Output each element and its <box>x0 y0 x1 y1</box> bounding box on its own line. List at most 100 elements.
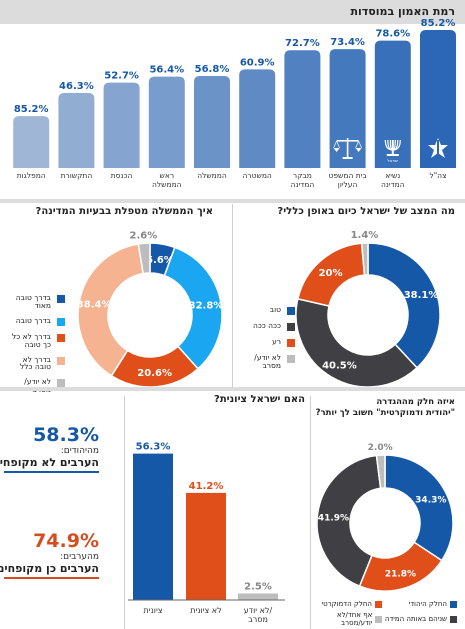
legend-label: בדרך טובה <box>15 315 51 325</box>
zionist-bar-group: 2.5% לא יודע/מסרב <box>238 582 278 624</box>
zionist-bar-group: 41.2% לא ציונית <box>186 481 226 615</box>
donut-slice-label: 20% <box>319 268 343 279</box>
trust-bar <box>148 76 185 168</box>
government-chart-title: איך הממשלה מטפלת בבעיות המדינה? <box>35 206 213 217</box>
legend-label: שניהם באותה המידה <box>384 615 447 623</box>
donut-slice-label: 21.8% <box>385 570 416 580</box>
arabs-stat-label: הערבים כן מקופחים <box>0 562 99 579</box>
donut-slice <box>384 454 454 562</box>
legend-label: בדרך לא כל כך טובה <box>12 331 51 349</box>
legend-swatch <box>375 600 382 608</box>
government-legend: בדרך טובה מאוד בדרך טובה בדרך לא כל כך טוב… <box>6 294 65 401</box>
trust-bar-category-label: ראש <box>160 171 175 180</box>
legend-swatch <box>57 333 65 342</box>
legend-item: ככה ככה <box>236 322 295 331</box>
trust-bar-category-label: המפלגות <box>17 171 46 180</box>
donut-slice-label: 38.1% <box>404 290 439 301</box>
menorah-stem <box>391 140 394 154</box>
state-legend: טוב ככה ככה רע לא יודע/ מסרב <box>236 306 295 377</box>
legend-swatch <box>57 379 65 388</box>
legend-label: אף אחד/לא יודע/מסרב <box>336 611 373 627</box>
trust-bar <box>58 92 95 168</box>
trust-bar-value-label: 72.7% <box>285 38 320 49</box>
donut-slice <box>375 454 386 490</box>
trust-bar <box>13 116 50 168</box>
zionist-bar-value-label: 2.5% <box>244 582 272 593</box>
legend-item: טוב <box>236 306 295 315</box>
trust-bar-value-label: 85.2% <box>421 18 456 29</box>
donut-slice-label: 1.4% <box>351 230 379 241</box>
donut-slice <box>77 243 145 377</box>
legend-swatch <box>450 600 457 608</box>
legend-label: החלק היהודי <box>408 600 447 608</box>
donut-slice-label: 5.6% <box>146 255 174 266</box>
legend-item: בדרך לא טובה כלל <box>6 355 65 372</box>
jews-stat-value: 58.3% <box>33 424 99 446</box>
jews-stat-from: מהיהודים: <box>60 446 99 456</box>
zionist-bar-group: 56.3% ציונית <box>133 442 173 615</box>
menorah-emblem-icon: ישראל <box>384 139 401 163</box>
scales-pan <box>333 148 340 152</box>
donut-slice-label: 41.9% <box>318 513 349 523</box>
trust-bar-category-label: מבקר <box>293 171 312 180</box>
zionist-bar <box>186 492 226 600</box>
legend-swatch <box>57 356 65 365</box>
state-chart-title: מה המצב של ישראל כיום באופן כללי? <box>277 206 455 217</box>
trust-bar-category-label: המדינה <box>381 180 405 189</box>
legend-swatch <box>57 295 65 303</box>
trust-bar-value-label: 78.6% <box>375 29 410 40</box>
scales-stem <box>346 138 349 158</box>
legend-label: בדרך טובה מאוד <box>15 293 51 310</box>
donut-slice <box>316 454 382 588</box>
donut-slice-label: 2.6% <box>130 230 158 241</box>
menorah-caption: ישראל <box>387 158 398 163</box>
arabs-stat: 74.9% מהערבים: הערבים כן מקופחים <box>0 530 99 579</box>
column-divider <box>124 396 125 629</box>
scales-pan <box>355 148 362 152</box>
legend-swatch <box>287 355 295 363</box>
section-divider <box>0 387 465 391</box>
donut-slice-label: 34.3% <box>415 495 446 505</box>
zionist-bar-value-label: 41.2% <box>189 481 224 492</box>
trust-bar-value-label: 56.4% <box>149 65 184 76</box>
definition-legend: החלק היהודי החלק הדמוקרטי שניהם באותה המיד… <box>307 600 457 627</box>
jews-stat-label: הערבים לא מקופחים <box>0 456 99 473</box>
legend-label: לא יודע/ מסרב <box>254 353 281 370</box>
trust-bar <box>284 50 321 169</box>
trust-bar <box>374 40 411 168</box>
sword-shape <box>437 140 439 156</box>
definition-chart-title-2: "יהודית ודמוקרטית" חשוב לך יותר? <box>315 408 455 418</box>
trust-bar <box>329 49 366 169</box>
trust-bar-group: 56.8% הממשלה <box>194 64 230 180</box>
trust-bar-category-label: המשטרה <box>243 171 272 180</box>
zionist-bar-category-label: לא ציונית <box>190 606 221 615</box>
donut-slice <box>137 242 151 275</box>
idf-emblem-icon <box>428 138 448 158</box>
trust-bar-category-label: הכנסת <box>111 171 133 180</box>
trust-bar-value-label: 52.7% <box>104 71 139 82</box>
legend-item: רע <box>236 338 295 347</box>
trust-bar-category-label: העליון <box>338 180 358 189</box>
trust-bar-category-label: המדינה <box>291 180 315 189</box>
scales-beam <box>336 140 359 142</box>
trust-bar-category-label: הממשלה <box>152 180 182 189</box>
legend-label: החלק הדמוקרטי <box>321 600 372 608</box>
donut-slice-label: 2.0% <box>368 443 393 453</box>
trust-bar <box>239 69 276 168</box>
menorah-base <box>386 154 399 156</box>
scales-of-justice-icon <box>333 138 362 159</box>
legend-swatch <box>287 323 295 331</box>
legend-label: ככה ככה <box>252 321 281 330</box>
legend-item: בדרך טובה <box>6 315 65 326</box>
legend-swatch <box>57 317 65 326</box>
legend-item: שניהם באותה המידה <box>382 611 457 627</box>
legend-item: בדרך טובה מאוד <box>6 294 65 310</box>
legend-swatch <box>375 615 382 623</box>
donut-slice-label: 38.4% <box>77 300 112 311</box>
legend-item: אף אחד/לא יודע/מסרב <box>307 611 382 627</box>
